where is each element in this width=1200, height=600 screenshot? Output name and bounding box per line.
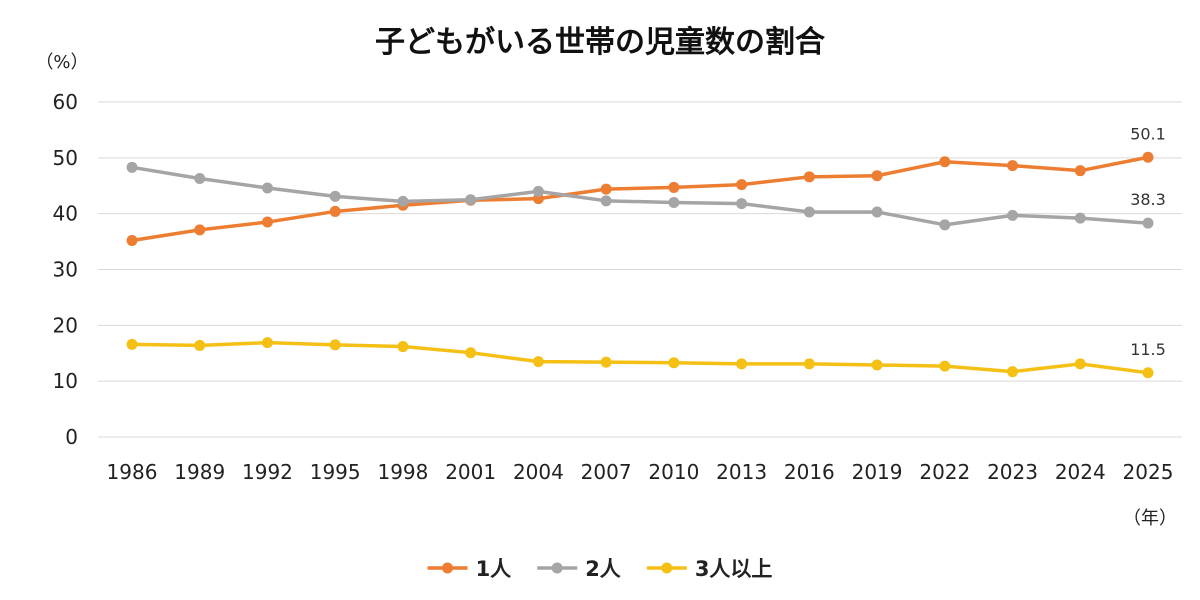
data-point (1142, 367, 1154, 379)
data-point (1142, 151, 1154, 163)
data-point (126, 338, 138, 350)
data-point (600, 183, 612, 195)
data-point (465, 194, 477, 206)
series-1: 50.1 (126, 124, 1166, 246)
x-tick-label: 2016 (784, 460, 835, 484)
data-point (194, 339, 206, 351)
data-point (194, 172, 206, 184)
data-label: 11.5 (1130, 340, 1166, 359)
legend-swatch-marker (661, 562, 673, 574)
x-tick-label: 1992 (242, 460, 293, 484)
data-point (397, 341, 409, 353)
x-tick-label: 1995 (310, 460, 361, 484)
y-tick-label: 30 (53, 258, 78, 282)
data-point (668, 357, 680, 369)
gridlines (98, 101, 1182, 438)
legend-label: 3人以上 (695, 557, 773, 581)
data-point (600, 356, 612, 368)
data-point (1142, 217, 1154, 229)
x-tick-label: 2007 (581, 460, 632, 484)
data-point (736, 198, 748, 210)
data-point (126, 234, 138, 246)
data-point (871, 206, 883, 218)
data-point (1074, 165, 1086, 177)
series-line (131, 155, 1149, 243)
legend-swatch-marker (551, 562, 563, 574)
legend-label: 2人 (585, 557, 621, 581)
y-axis-unit: （%） (35, 52, 88, 73)
series-line (131, 165, 1149, 227)
data-point (397, 195, 409, 207)
data-label: 38.3 (1130, 190, 1166, 209)
data-point (1007, 209, 1019, 221)
series-3: 11.5 (126, 337, 1166, 379)
legend-swatch-marker (442, 562, 454, 574)
data-point (1007, 366, 1019, 378)
series-line (131, 340, 1149, 375)
y-tick-label: 10 (53, 369, 78, 393)
x-tick-label: 1986 (107, 460, 158, 484)
x-tick-label: 2024 (1055, 460, 1106, 484)
data-point (1074, 358, 1086, 370)
x-tick-label: 1989 (174, 460, 225, 484)
x-tick-label: 2025 (1123, 460, 1174, 484)
series-group: 50.1 38.3 11.5 (126, 124, 1166, 379)
data-point (600, 195, 612, 207)
data-point (465, 347, 477, 359)
x-tick-label: 2023 (987, 460, 1038, 484)
x-tick-label: 2004 (513, 460, 564, 484)
x-axis-unit: （年） (1123, 508, 1177, 529)
x-tick-label: 2001 (445, 460, 496, 484)
x-tick-label: 2019 (852, 460, 903, 484)
data-point (668, 181, 680, 193)
x-tick-label: 2013 (716, 460, 767, 484)
data-point (736, 358, 748, 370)
data-point (939, 219, 951, 231)
data-point (803, 358, 815, 370)
data-point (329, 339, 341, 351)
y-tick-label: 50 (53, 146, 78, 170)
data-point (939, 360, 951, 372)
data-point (261, 182, 273, 194)
data-point (329, 190, 341, 202)
legend-item-2: 2人 (537, 557, 621, 581)
data-point (329, 205, 341, 217)
data-label: 50.1 (1130, 124, 1166, 143)
data-point (871, 359, 883, 371)
data-point (261, 337, 273, 349)
data-point (736, 179, 748, 191)
data-point (261, 216, 273, 228)
x-axis-ticks: 1986 1989 1992 1995 1998 2001 2004 2007 2010 2013… (107, 460, 1174, 484)
y-tick-label: 40 (53, 202, 78, 226)
data-point (803, 206, 815, 218)
y-axis-ticks: 0 10 20 30 40 50 60 (53, 90, 78, 449)
legend-item-1: 1人 (427, 557, 512, 581)
chart-title: 子どもがいる世帯の児童数の割合 (375, 25, 825, 60)
data-point (871, 170, 883, 182)
data-point (1074, 212, 1086, 224)
legend: 1人 2人 3人以上 (427, 557, 773, 581)
data-point (803, 171, 815, 183)
y-tick-label: 20 (53, 313, 78, 337)
series-2: 38.3 (126, 161, 1166, 231)
legend-item-3: 3人以上 (646, 557, 773, 581)
data-point (1007, 160, 1019, 172)
data-point (532, 185, 544, 197)
legend-label: 1人 (476, 557, 512, 581)
data-point (126, 161, 138, 173)
x-tick-label: 2010 (648, 460, 699, 484)
data-point (668, 197, 680, 208)
x-tick-label: 2022 (919, 460, 970, 484)
data-point (532, 356, 544, 368)
x-tick-label: 1998 (377, 460, 428, 484)
data-point (939, 156, 951, 168)
y-tick-label: 60 (53, 90, 78, 114)
y-tick-label: 0 (65, 425, 78, 449)
data-point (194, 224, 206, 236)
